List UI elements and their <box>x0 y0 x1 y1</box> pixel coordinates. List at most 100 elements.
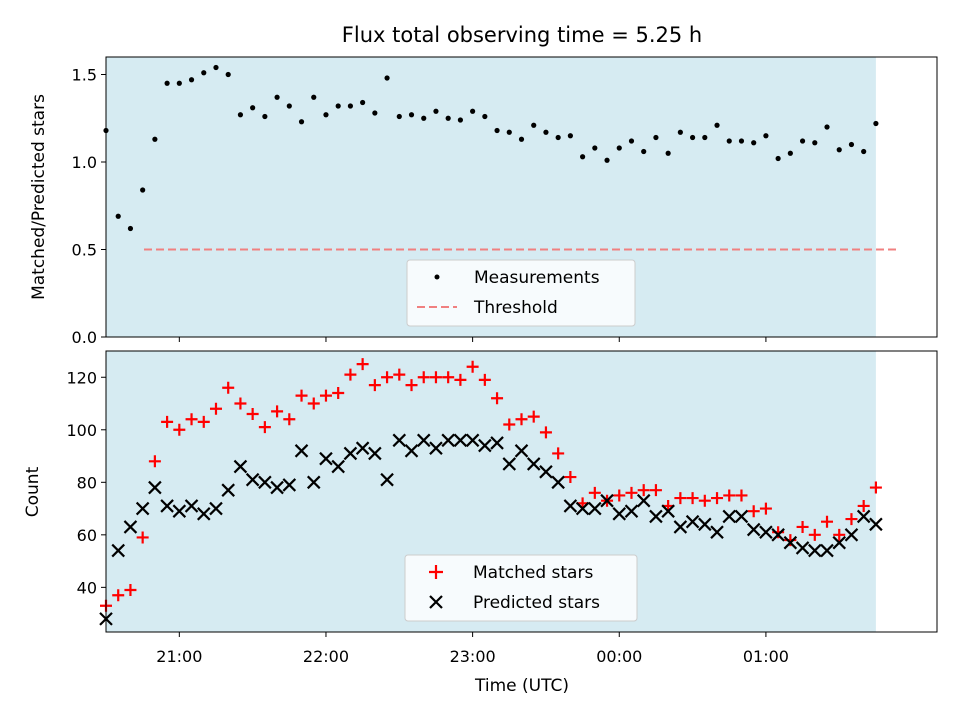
predicted-star-point <box>808 543 822 558</box>
predicted-star-point <box>416 433 431 448</box>
measurement-point <box>616 145 622 151</box>
predicted-star-point <box>502 457 517 471</box>
measurement-point <box>115 213 121 219</box>
y-tick-label: 80 <box>77 473 97 492</box>
x-tick-label: 23:00 <box>450 647 496 666</box>
matched-star-point <box>332 387 345 400</box>
predicted-star-point <box>282 478 297 492</box>
measurements-legend-label: Measurements <box>474 268 600 288</box>
measurement-point <box>763 133 769 139</box>
top-x-ticks <box>178 337 767 342</box>
measurement-point <box>543 129 549 135</box>
predicted-star-point <box>722 509 737 524</box>
measurement-point <box>665 150 671 156</box>
predicted-star-point <box>196 507 211 521</box>
measurement-point <box>323 112 329 118</box>
measurement-point <box>567 133 573 139</box>
predicted-star-point <box>355 441 370 455</box>
bottom-legend-box <box>404 554 638 622</box>
measurement-point <box>506 129 512 135</box>
measurement-point <box>274 94 280 100</box>
matched-star-point <box>637 484 650 497</box>
measurement-point <box>494 127 500 134</box>
matched-star-point <box>356 358 369 371</box>
measurement-point <box>421 115 427 121</box>
measurement-point <box>298 119 305 125</box>
y-tick-label: 0.5 <box>72 241 97 260</box>
matched-star-point <box>173 423 186 436</box>
predicted-star-point <box>478 438 492 453</box>
predicted-star-point <box>490 436 504 450</box>
matched-star-point <box>393 368 406 381</box>
measurement-point <box>347 103 354 109</box>
measurement-point <box>164 80 170 86</box>
predicted-legend-label: Predicted stars <box>473 593 600 613</box>
predicted-star-point <box>319 451 333 466</box>
matched-star-point <box>723 489 736 502</box>
predicted-star-point <box>685 514 700 529</box>
matched-star-point <box>649 484 662 497</box>
matched-star-point <box>539 426 552 439</box>
measurement-point <box>188 77 195 83</box>
measurement-point <box>360 99 366 106</box>
x-tick-label: 01:00 <box>743 647 789 666</box>
predicted-star-point <box>612 507 627 521</box>
matched-star-point <box>442 371 455 384</box>
x-tick-label: 21:00 <box>156 647 202 666</box>
predicted-star-point <box>343 446 358 461</box>
predicted-star-point <box>160 499 174 513</box>
bottom-legend: Matched stars Predicted stars <box>404 554 638 622</box>
matched-star-point <box>197 415 210 428</box>
matched-star-point <box>368 379 381 392</box>
y-tick-label: 1.0 <box>72 153 97 172</box>
measurements-legend-marker <box>434 274 440 280</box>
predicted-star-point <box>331 459 345 474</box>
measurement-point <box>384 75 390 81</box>
predicted-star-point <box>600 493 614 508</box>
matched-star-point <box>796 520 809 533</box>
measurement-point <box>176 80 182 86</box>
measurement-point <box>592 145 598 151</box>
measurement-point <box>861 148 867 155</box>
predicted-star-point <box>856 509 871 524</box>
predicted-star-point <box>123 520 138 534</box>
predicted-star-point <box>526 457 541 471</box>
matched-star-point <box>857 499 870 512</box>
matched-star-point <box>124 583 137 596</box>
matched-star-point <box>821 515 834 528</box>
predicted-star-point <box>624 504 639 518</box>
predicted-star-point <box>233 459 248 474</box>
predicted-star-point <box>698 517 712 532</box>
measurement-point <box>653 134 659 141</box>
matched-star-point <box>711 492 724 505</box>
matched-legend-label: Matched stars <box>473 563 593 583</box>
matched-star-point <box>185 413 198 426</box>
measurement-point <box>482 113 488 120</box>
matched-star-point <box>588 486 601 499</box>
matched-star-point <box>112 589 125 602</box>
predicted-star-point <box>563 499 578 513</box>
predicted-star-point <box>258 475 272 490</box>
matched-star-point <box>698 494 711 507</box>
matched-star-point <box>258 421 271 434</box>
x-tick-label: 00:00 <box>596 647 642 666</box>
predicted-star-point <box>148 480 162 495</box>
matched-star-point <box>319 389 332 402</box>
measurement-point <box>714 122 720 128</box>
measurement-point <box>555 134 561 141</box>
count-markers <box>99 358 883 626</box>
matched-star-point <box>833 528 846 541</box>
predicted-star-point <box>441 433 455 448</box>
predicted-star-point <box>453 433 468 448</box>
chart-title: Flux total observing time = 5.25 h <box>342 23 702 47</box>
threshold-legend-label: Threshold <box>473 298 558 318</box>
predicted-star-point <box>514 444 529 458</box>
measurement-point <box>873 120 879 127</box>
predicted-star-point <box>588 501 602 516</box>
matched-star-point <box>405 379 418 392</box>
predicted-star-point <box>869 517 883 532</box>
top-plot-frame <box>105 56 938 338</box>
matched-star-point <box>234 397 247 410</box>
matched-star-point <box>295 389 308 402</box>
predicted-star-point <box>380 472 394 487</box>
